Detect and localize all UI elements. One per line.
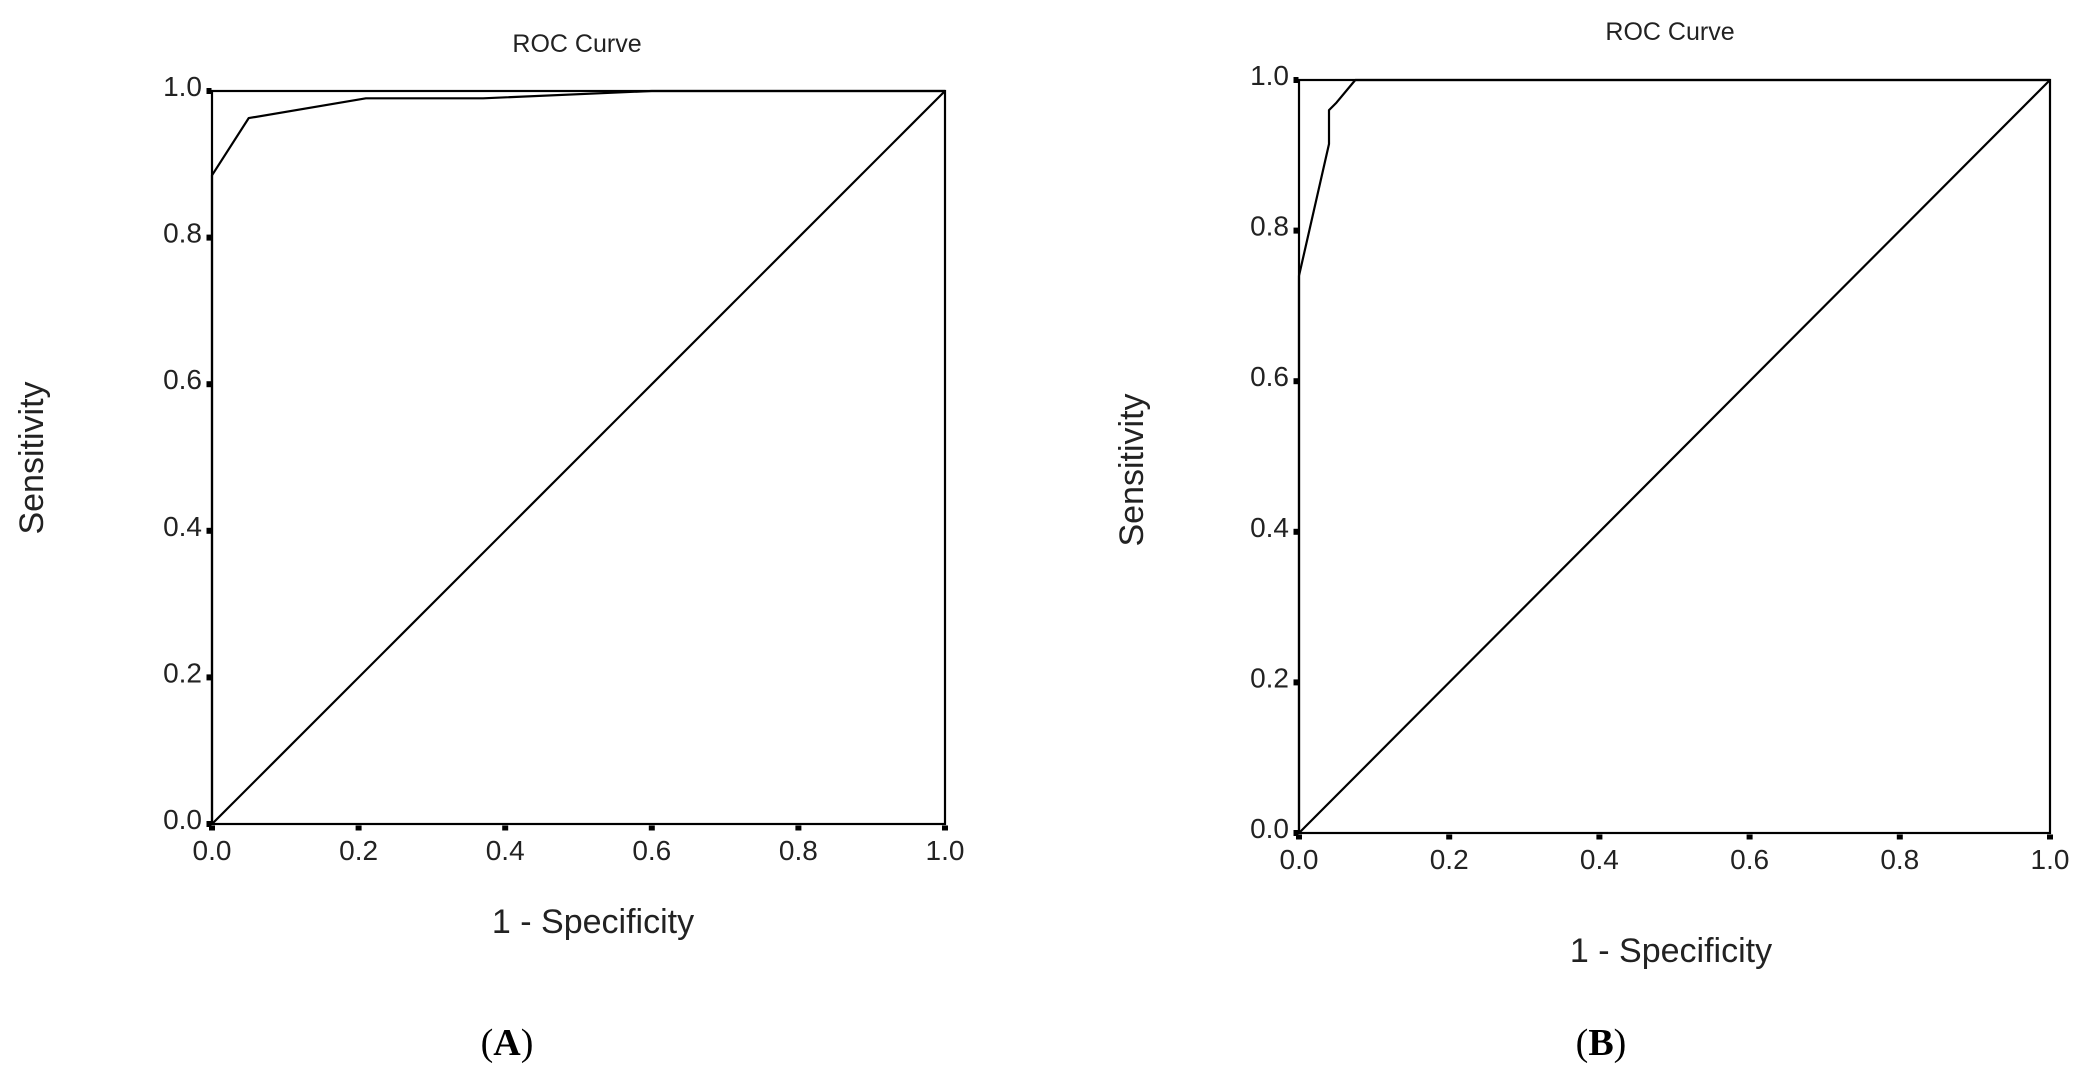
x-tick-label: 0.8 bbox=[1880, 844, 1919, 875]
panel-label: (B) bbox=[1576, 1022, 1627, 1064]
y-tick-label: 0.8 bbox=[1250, 211, 1289, 242]
y-axis-label: Sensitivity bbox=[13, 381, 51, 534]
x-axis-label: 1 - Specificity bbox=[1570, 932, 1772, 970]
x-tick-label: 0.8 bbox=[779, 835, 818, 866]
y-tick-label: 1.0 bbox=[163, 71, 202, 102]
y-tick-label: 1.0 bbox=[1250, 60, 1289, 91]
x-tick-label: 0.0 bbox=[193, 835, 232, 866]
x-tick-label: 0.4 bbox=[486, 835, 525, 866]
reference-diagonal-line bbox=[211, 90, 946, 825]
x-tick-label: 0.6 bbox=[1730, 844, 1769, 875]
roc-chart-b: ROC Curve 1 - Specificity Sensitivity (B… bbox=[1113, 18, 2069, 1064]
roc-chart-a: ROC Curve 1 - Specificity Sensitivity (A… bbox=[13, 30, 964, 1064]
y-tick-label: 0.2 bbox=[1250, 662, 1289, 693]
y-tick-label: 0.0 bbox=[163, 804, 202, 835]
y-axis-label: Sensitivity bbox=[1113, 393, 1151, 546]
y-tick-label: 0.0 bbox=[1250, 813, 1289, 844]
roc-curve-line bbox=[210, 89, 945, 824]
y-tick-label: 0.4 bbox=[1250, 512, 1289, 543]
x-tick-label: 0.2 bbox=[1430, 844, 1469, 875]
y-tick-label: 0.2 bbox=[163, 657, 202, 688]
panel-label: (A) bbox=[481, 1022, 534, 1064]
x-tick-label: 1.0 bbox=[926, 835, 965, 866]
y-tick-label: 0.8 bbox=[163, 218, 202, 249]
x-tick-label: 0.4 bbox=[1580, 844, 1619, 875]
panel-letter: A bbox=[493, 1022, 521, 1064]
y-tick-label: 0.6 bbox=[1250, 361, 1289, 392]
y-tick-label: 0.6 bbox=[163, 364, 202, 395]
roc-curve-line bbox=[1297, 78, 2050, 833]
x-axis-label: 1 - Specificity bbox=[492, 903, 694, 941]
x-tick-label: 0.0 bbox=[1280, 844, 1319, 875]
chart-title: ROC Curve bbox=[1605, 18, 1734, 46]
x-tick-label: 0.2 bbox=[339, 835, 378, 866]
x-tick-label: 0.6 bbox=[632, 835, 671, 866]
y-tick-label: 0.4 bbox=[163, 511, 202, 542]
panel-letter: B bbox=[1588, 1022, 1613, 1064]
reference-diagonal-line bbox=[1298, 79, 2051, 834]
x-tick-label: 1.0 bbox=[2031, 844, 2070, 875]
chart-title: ROC Curve bbox=[512, 30, 641, 58]
